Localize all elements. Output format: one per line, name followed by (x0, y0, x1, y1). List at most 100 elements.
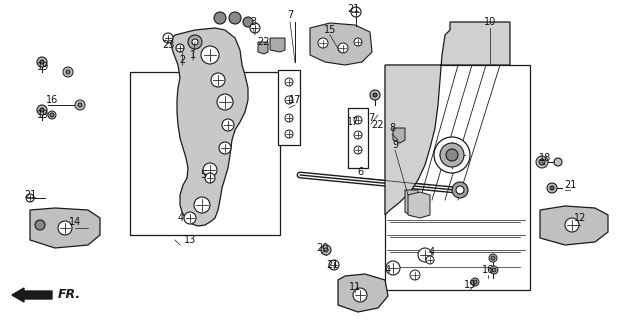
Circle shape (37, 105, 47, 115)
Text: 9: 9 (392, 140, 398, 150)
Circle shape (35, 220, 45, 230)
Circle shape (318, 38, 328, 48)
Circle shape (58, 221, 72, 235)
Circle shape (452, 182, 468, 198)
Polygon shape (278, 70, 300, 145)
Circle shape (40, 60, 44, 64)
Text: 4: 4 (178, 213, 184, 223)
Text: 16: 16 (482, 265, 494, 275)
Text: 5: 5 (200, 170, 206, 180)
Circle shape (37, 57, 47, 67)
Circle shape (426, 256, 434, 264)
Polygon shape (540, 206, 608, 245)
Text: 19: 19 (464, 280, 476, 290)
Circle shape (539, 159, 545, 165)
Text: 23: 23 (162, 40, 174, 50)
Text: 15: 15 (324, 25, 336, 35)
Circle shape (324, 248, 328, 252)
Text: 2: 2 (179, 55, 185, 65)
Polygon shape (393, 128, 405, 143)
Circle shape (78, 103, 82, 107)
Polygon shape (170, 28, 248, 226)
Text: 12: 12 (574, 213, 586, 223)
Polygon shape (258, 42, 268, 54)
Text: 14: 14 (69, 217, 81, 227)
Circle shape (440, 143, 464, 167)
Text: 21: 21 (564, 180, 576, 190)
Circle shape (63, 67, 73, 77)
Text: 19: 19 (37, 62, 49, 72)
Circle shape (26, 194, 34, 202)
Circle shape (550, 186, 554, 190)
Circle shape (219, 142, 231, 154)
Polygon shape (385, 65, 530, 290)
Polygon shape (338, 274, 388, 312)
Text: 11: 11 (349, 282, 361, 292)
Circle shape (446, 149, 458, 161)
Circle shape (211, 73, 225, 87)
Circle shape (192, 39, 198, 45)
Circle shape (354, 131, 362, 139)
Text: 22: 22 (372, 120, 384, 130)
FancyArrow shape (12, 288, 52, 302)
Circle shape (201, 46, 219, 64)
Circle shape (50, 113, 54, 117)
Circle shape (410, 270, 420, 280)
Text: 19: 19 (37, 110, 49, 120)
Text: 21: 21 (347, 4, 359, 14)
Text: 3: 3 (250, 17, 256, 27)
Circle shape (565, 218, 579, 232)
Circle shape (214, 12, 226, 24)
Text: 1: 1 (190, 50, 196, 60)
Polygon shape (405, 190, 418, 216)
Circle shape (351, 7, 361, 17)
Text: 4: 4 (385, 265, 391, 275)
Circle shape (434, 137, 470, 173)
Circle shape (48, 111, 56, 119)
Circle shape (492, 268, 496, 272)
Circle shape (386, 261, 400, 275)
Circle shape (40, 108, 44, 112)
Polygon shape (30, 208, 100, 248)
Circle shape (75, 100, 85, 110)
Text: 16: 16 (46, 95, 58, 105)
Circle shape (536, 156, 548, 168)
Circle shape (188, 35, 202, 49)
Text: 13: 13 (184, 235, 196, 245)
Text: 21: 21 (326, 260, 338, 270)
Circle shape (250, 23, 260, 33)
Circle shape (354, 38, 362, 46)
Polygon shape (130, 72, 280, 235)
Polygon shape (385, 22, 510, 215)
Circle shape (338, 43, 348, 53)
Polygon shape (270, 38, 285, 52)
Circle shape (353, 288, 367, 302)
Polygon shape (310, 23, 372, 65)
Circle shape (285, 78, 293, 86)
Circle shape (547, 183, 557, 193)
Circle shape (354, 116, 362, 124)
Circle shape (217, 94, 233, 110)
Circle shape (489, 254, 497, 262)
Text: 7: 7 (368, 113, 374, 123)
Circle shape (418, 248, 432, 262)
Circle shape (554, 158, 562, 166)
Polygon shape (348, 108, 368, 168)
Polygon shape (408, 192, 430, 218)
Circle shape (491, 256, 495, 260)
Circle shape (473, 280, 477, 284)
Circle shape (203, 163, 217, 177)
Circle shape (285, 114, 293, 122)
Text: 17: 17 (347, 117, 359, 127)
Text: 18: 18 (539, 153, 551, 163)
Text: 7: 7 (287, 10, 293, 20)
Circle shape (163, 33, 173, 43)
Text: 20: 20 (316, 243, 328, 253)
Text: FR.: FR. (58, 289, 81, 301)
Circle shape (354, 146, 362, 154)
Circle shape (229, 12, 241, 24)
Text: 6: 6 (357, 167, 363, 177)
Circle shape (184, 212, 196, 224)
Text: 22: 22 (258, 37, 271, 47)
Circle shape (66, 70, 70, 74)
